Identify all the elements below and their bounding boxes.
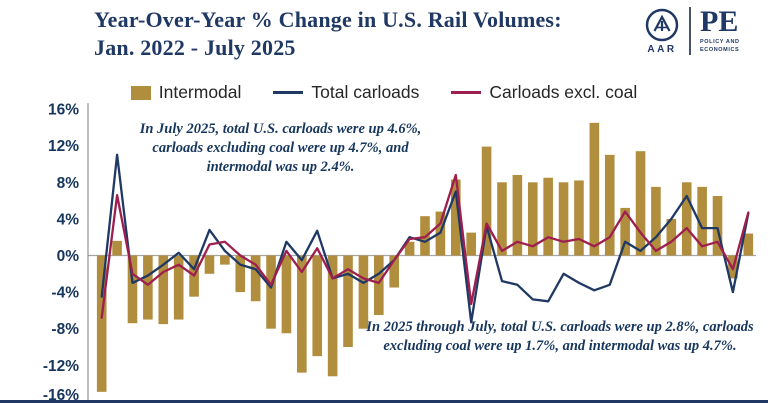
- svg-text:4%: 4%: [57, 211, 80, 228]
- page-title: Year-Over-Year % Change in U.S. Rail Vol…: [94, 7, 562, 61]
- legend-item-total-carloads: Total carloads: [273, 82, 419, 103]
- pe-logo-subtext: POLICY AND ECONOMICS: [700, 38, 740, 53]
- carloads-excl-coal-line-swatch-icon: [451, 91, 482, 94]
- aar-emblem-icon: [645, 8, 679, 42]
- svg-text:8%: 8%: [57, 175, 80, 192]
- aar-logo-text: AAR: [647, 44, 677, 55]
- svg-text:16%: 16%: [48, 102, 79, 119]
- svg-text:-16%: -16%: [43, 387, 79, 403]
- rail-volumes-combo-chart: 16% 12% 8% 4% 0% -4% -8% -12% -16%: [43, 102, 756, 403]
- aar-emblem-block: AAR: [644, 7, 680, 55]
- chart-legend: Intermodal Total carloads Carloads excl.…: [0, 82, 768, 103]
- bottom-border: [0, 400, 768, 403]
- svg-text:-4%: -4%: [51, 285, 79, 302]
- pe-logo-text: PE: [700, 5, 739, 38]
- legend-label-carloads-excl-coal: Carloads excl. coal: [489, 82, 638, 102]
- svg-text:-12%: -12%: [43, 358, 79, 375]
- chart-plot-area: 16% 12% 8% 4% 0% -4% -8% -12% -16% In July 2025,…: [0, 100, 768, 403]
- intermodal-bar-swatch-icon: [130, 85, 151, 100]
- legend-item-intermodal: Intermodal: [130, 82, 242, 103]
- legend-label-total-carloads: Total carloads: [311, 82, 420, 102]
- annotation-ytd-2025: In 2025 through July, total U.S. carload…: [366, 319, 754, 354]
- svg-text:-8%: -8%: [51, 321, 79, 338]
- total-carloads-line-swatch-icon: [273, 91, 304, 94]
- svg-text:12%: 12%: [48, 138, 79, 155]
- legend-item-carloads-excl-coal: Carloads excl. coal: [451, 82, 637, 103]
- aar-pe-logo: AAR PE POLICY AND ECONOMICS: [644, 7, 754, 55]
- svg-text:0%: 0%: [57, 248, 80, 265]
- logo-divider: [689, 7, 691, 55]
- legend-label-intermodal: Intermodal: [158, 82, 242, 102]
- annotation-july-2025: In July 2025, total U.S. carloads were u…: [139, 121, 422, 175]
- pe-logo-block: PE POLICY AND ECONOMICS: [700, 5, 754, 54]
